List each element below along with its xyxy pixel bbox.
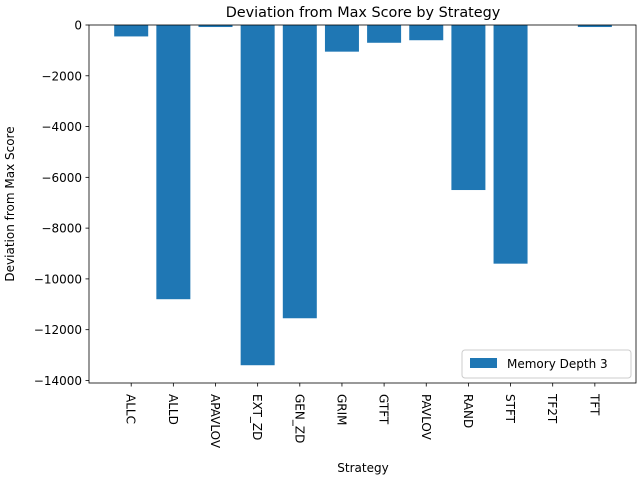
x-axis-label: Strategy — [337, 461, 388, 475]
bar-allc — [114, 25, 149, 37]
legend-box — [461, 349, 632, 379]
y-tick-label: −10000 — [34, 272, 82, 286]
x-tick-label: ALLD — [166, 394, 180, 425]
bars-group — [114, 25, 612, 366]
y-tick-label: 0 — [74, 19, 82, 33]
x-tick-label: RAND — [461, 394, 475, 428]
y-axis: 0 −2000 −4000 −6000 −8000 −10000 −12000 −14000 — [34, 19, 89, 388]
x-tick-label: STFT — [503, 394, 517, 424]
bar-rand — [451, 25, 486, 191]
y-tick-label: −8000 — [41, 222, 82, 236]
legend-swatch — [470, 358, 497, 368]
x-tick-label: GEN_ZD — [292, 394, 306, 443]
x-tick-label: ALLC — [124, 394, 138, 424]
x-tick-label: GRIM — [334, 394, 348, 426]
y-axis-label: Deviation from Max Score — [3, 126, 17, 281]
bar-tft — [577, 25, 612, 28]
x-axis: ALLC ALLD APAVLOV EXT_ZD GEN_ZD GRIM GTFT PAVLO… — [124, 383, 601, 449]
legend: Memory Depth 3 — [461, 349, 632, 379]
bar-ext-zd — [240, 25, 275, 366]
x-tick-label: PAVLOV — [419, 394, 433, 441]
bar-gen-zd — [282, 25, 317, 319]
bar-grim — [324, 25, 359, 52]
bar-stft — [493, 25, 528, 264]
x-tick-label: TF2T — [545, 393, 559, 424]
bar-gtft — [367, 25, 402, 43]
y-tick-label: −12000 — [34, 323, 82, 337]
legend-label: Memory Depth 3 — [507, 357, 608, 371]
bar-alld — [156, 25, 191, 300]
plot-frame — [88, 24, 637, 384]
bar-apavlov — [198, 25, 233, 28]
y-tick-label: −14000 — [34, 374, 82, 388]
y-tick-label: −2000 — [41, 69, 82, 83]
x-tick-label: GTFT — [377, 394, 391, 425]
bar-pavlov — [409, 25, 444, 41]
chart-title: Deviation from Max Score by Strategy — [226, 5, 501, 21]
x-tick-label: TFT — [587, 393, 601, 416]
x-tick-label: APAVLOV — [208, 394, 222, 449]
y-tick-label: −6000 — [41, 171, 82, 185]
x-tick-label: EXT_ZD — [250, 394, 264, 440]
y-tick-label: −4000 — [41, 120, 82, 134]
